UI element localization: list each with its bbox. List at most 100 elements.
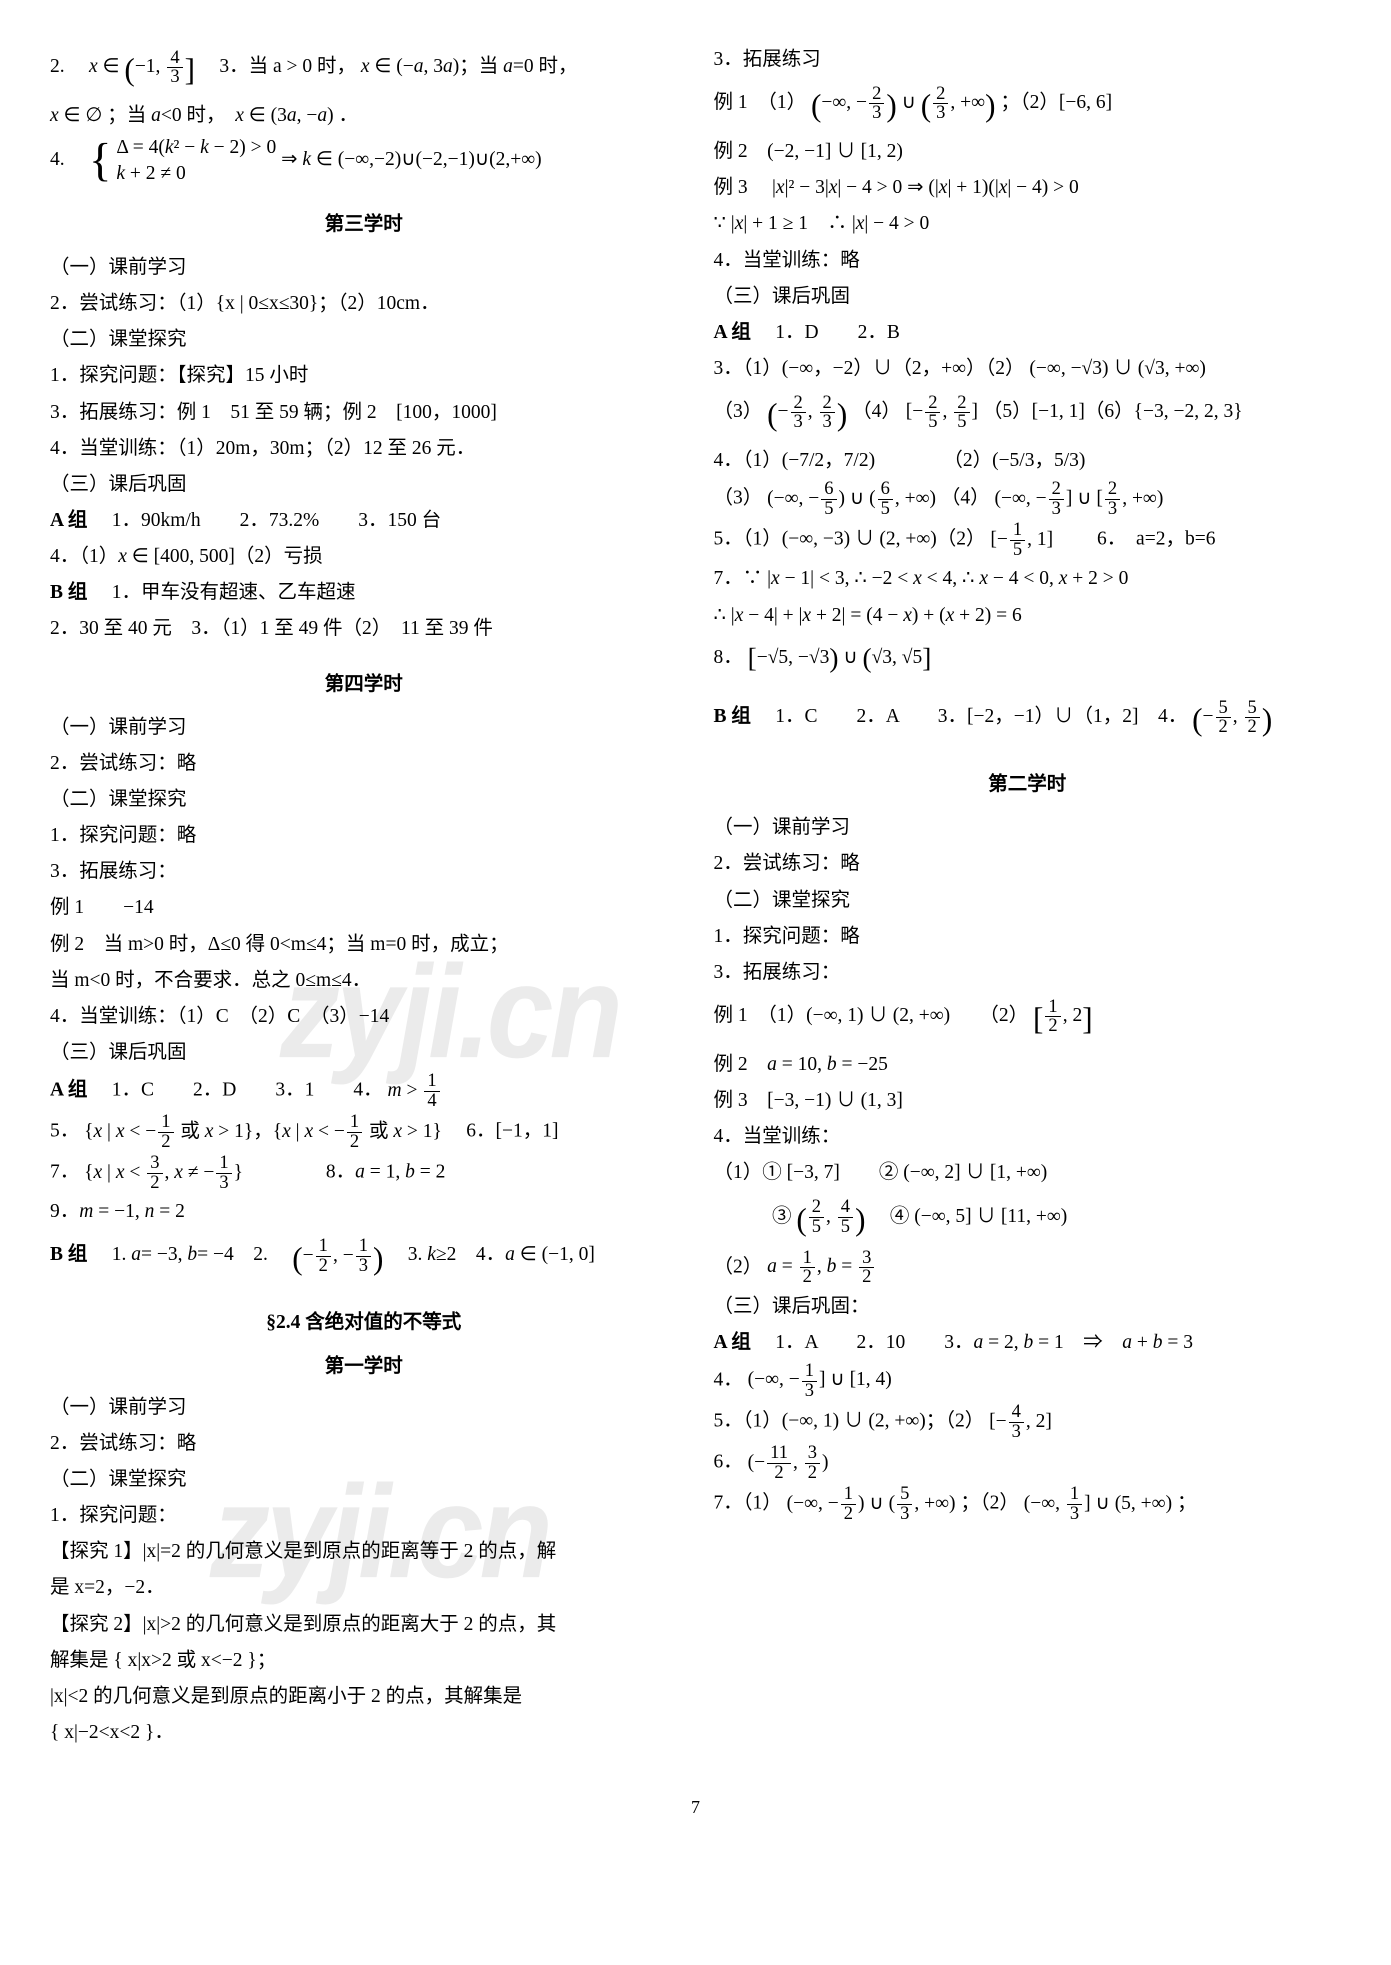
num-5: 5．: [50, 1121, 79, 1142]
ans-8: 8．a = 1, b = 2: [248, 1162, 446, 1183]
s4-6: 例 1 −14: [50, 891, 678, 924]
r9: 3．（1）(−∞，−2）∪（2，+∞）（2） (−∞, −√3) ∪ (√3, …: [714, 352, 1342, 385]
int-13b: [−15, 1]: [990, 529, 1053, 550]
s2-13: （三）课后巩固：: [714, 1290, 1342, 1323]
s2-18: 7．（1） (−∞, −12) ∪ (53, +∞) ；（2） (−∞, 13]…: [714, 1485, 1342, 1523]
period: ．: [339, 105, 359, 126]
k-neq: k + 2 ≠ 0: [116, 163, 185, 184]
s4-7: 例 2 当 m>0 时，Δ≤0 得 0<m≤4；当 m=0 时，成立；: [50, 928, 678, 961]
t1-8: 解集是 { x|x>2 或 x<−2 }；: [50, 1644, 678, 1677]
s2-17: 6． (−112, 32): [714, 1444, 1342, 1482]
s3-10: B 组 1．甲车没有超速、乙车超速: [50, 576, 678, 609]
s4-15: B 组 1. a= −3, b= −4 2. (−12, −13) 3. k≥2…: [50, 1231, 678, 1284]
s2-7: 例 2 a = 10, b = −25: [714, 1048, 1342, 1081]
s2-5: 3．拓展练习：: [714, 956, 1342, 989]
sep-18e: ；: [1177, 1493, 1197, 1514]
s3-4: 1．探究问题：【探究】15 小时: [50, 359, 678, 392]
ex1-int: (−∞, −23) ∪ (23, +∞): [811, 92, 995, 113]
s3-6: 4．当堂训练：（1）20m，30m；（2）12 至 26 元．: [50, 432, 678, 465]
r14: 7．∵ |x − 1| < 3, ∴ −2 < x < 4, ∴ x − 4 <…: [714, 562, 1342, 595]
s4-12: 5． {x | x < −12 或 x > 1}，{x | x < −12 或 …: [50, 1113, 678, 1151]
group-a-label: A 组: [50, 510, 87, 531]
s4-3: （二）课堂探究: [50, 783, 678, 816]
s3-1: （一）课前学习: [50, 251, 678, 284]
int-16b: [−√5, −√3) ∪ (√3, √5]: [748, 647, 932, 668]
brace-inner: Δ = 4(k² − k − 2) > 0 k + 2 ≠ 0: [116, 135, 276, 186]
s4-14: 9．m = −1, n = 2: [50, 1195, 678, 1228]
s3-5: 3．拓展练习：例 1 51 至 59 辆；例 2 [100，1000]: [50, 396, 678, 429]
b-34: 3. k≥2 4．a ∈ (−1, 0]: [388, 1245, 595, 1266]
s2-11: ③ (25, 45) ④ (−∞, 5] ∪ [11, +∞): [714, 1193, 1342, 1246]
int-18b: (−∞, −12) ∪ (53, +∞): [787, 1493, 956, 1514]
left-l2-line1: 2. x ∈ (−1, 43] 3．当 a > 0 时， x ∈ (−a, 3a…: [50, 43, 678, 96]
interval-b2: (−12, −13): [292, 1245, 383, 1266]
right-column: 3．拓展练习 例 1 （1） (−∞, −23) ∪ (23, +∞) ；（2）…: [714, 40, 1342, 1752]
group-a2: A 组: [50, 1080, 87, 1101]
r2: 例 1 （1） (−∞, −23) ∪ (23, +∞) ；（2）[−6, 6]: [714, 79, 1342, 132]
r1: 3．拓展练习: [714, 43, 1342, 76]
s2-3: （二）课堂探究: [714, 884, 1342, 917]
r11: 4．（1）(−7/2，7/2) （2）(−5/3，5/3): [714, 444, 1342, 477]
t1-4: 1．探究问题：: [50, 1499, 678, 1532]
a3-12: 1．D 2．B: [756, 322, 900, 343]
group-b3: B 组: [714, 706, 751, 727]
int-11b: (25, 45): [796, 1206, 865, 1227]
r10-4: （4）: [852, 401, 901, 422]
s4-5: 3．拓展练习：: [50, 855, 678, 888]
group-a-answers: 1．90km/h 2．73.2% 3．150 台: [92, 510, 441, 531]
r3: 例 2 (−2, −1] ∪ [1, 2): [714, 135, 1342, 168]
s3-8: A 组 1．90km/h 2．73.2% 3．150 台: [50, 504, 678, 537]
item-num-4: 4.: [50, 149, 84, 170]
r8: A 组 1．D 2．B: [714, 316, 1342, 349]
t1-2: 2．尝试练习：略: [50, 1427, 678, 1460]
s4-13: 7． {x | x < 32, x ≠ −13} 8．a = 1, b = 2: [50, 1154, 678, 1192]
s3-9: 4．（1）x ∈ [400, 500]（2）亏损: [50, 540, 678, 573]
set-5: {x | x < −12 或 x > 1}，{x | x < −12 或 x >…: [84, 1121, 442, 1142]
r9b: (−∞, −√3) ∪ (√3, +∞): [1029, 358, 1205, 379]
int-15b: (−∞, −13] ∪ [1, 4): [748, 1369, 892, 1390]
s2-2: 2．尝试练习：略: [714, 847, 1342, 880]
int-16b2: [−43, 2]: [989, 1411, 1052, 1432]
heading-2-4-1: 第一学时: [50, 1350, 678, 1383]
t1-3: （二）课堂探究: [50, 1463, 678, 1496]
set-7: {x | x < 32, x ≠ −13}: [84, 1162, 243, 1183]
s4-1: （一）课前学习: [50, 711, 678, 744]
s2-1: （一）课前学习: [714, 811, 1342, 844]
t1-6: 是 x=2，−2．: [50, 1571, 678, 1604]
page-number: 7: [50, 1792, 1341, 1823]
r13-12: 5．（1）(−∞, −3) ∪ (2, +∞)（2）: [714, 529, 986, 550]
s4-8: 当 m<0 时，不合要求．总之 0≤m≤4．: [50, 964, 678, 997]
s4-9: 4．当堂训练：（1）C （2）C （3）−14: [50, 1000, 678, 1033]
left-column: 2. x ∈ (−1, 43] 3．当 a > 0 时， x ∈ (−a, 3a…: [50, 40, 678, 1752]
num-2-train: （2）: [714, 1256, 763, 1277]
num-4-after: 4．: [714, 1369, 743, 1390]
r12-4: （4）: [941, 488, 990, 509]
num-6-after: 6．: [714, 1452, 743, 1473]
s2-4: 1．探究问题：略: [714, 920, 1342, 953]
r4: 例 3 |x|² − 3|x| − 4 > 0 ⇒ (|x| + 1)(|x| …: [714, 171, 1342, 204]
heading-lesson-3: 第三学时: [50, 208, 678, 241]
b3-items: 1．C 2．A 3．[−2，−1）∪（1，2] 4．: [756, 706, 1188, 727]
t1-9: |x|<2 的几何意义是到原点的距离小于 2 的点，其解集是: [50, 1680, 678, 1713]
int-10b: (−23, 23): [767, 401, 847, 422]
t1-7: 【探究 2】|x|>2 的几何意义是到原点的距离大于 2 的点，其: [50, 1608, 678, 1641]
t1-1: （一）课前学习: [50, 1391, 678, 1424]
label-3: ③: [714, 1206, 797, 1227]
int-17c: (−52, 52): [1192, 706, 1272, 727]
t1-10: { x|−2<x<2 }．: [50, 1716, 678, 1749]
s2-6: 例 1 （1）(−∞, 1) ∪ (2, +∞) （2） [12, 2]: [714, 992, 1342, 1045]
r13: 5．（1）(−∞, −3) ∪ (2, +∞)（2） [−15, 1] 6． a…: [714, 521, 1342, 559]
r10-3: （3）: [714, 401, 763, 422]
int-17b2: (−112, 32): [748, 1452, 829, 1473]
r13-6: 6． a=2，b=6: [1058, 529, 1215, 550]
group-b-label: B 组: [50, 582, 87, 603]
brace-left: {: [89, 134, 111, 186]
r17: B 组 1．C 2．A 3．[−2，−1）∪（1，2] 4． (−52, 52): [714, 693, 1342, 746]
heading-2-4: §2.4 含绝对值的不等式: [50, 1306, 678, 1339]
s2-12: （2） a = 12, b = 32: [714, 1249, 1342, 1287]
s2-9: 4．当堂训练：: [714, 1120, 1342, 1153]
r7: （三）课后巩固: [714, 280, 1342, 313]
s4-4: 1．探究问题：略: [50, 819, 678, 852]
group-a4: A 组: [714, 1332, 751, 1353]
b-1: 1. a= −3, b= −4 2.: [92, 1245, 287, 1266]
